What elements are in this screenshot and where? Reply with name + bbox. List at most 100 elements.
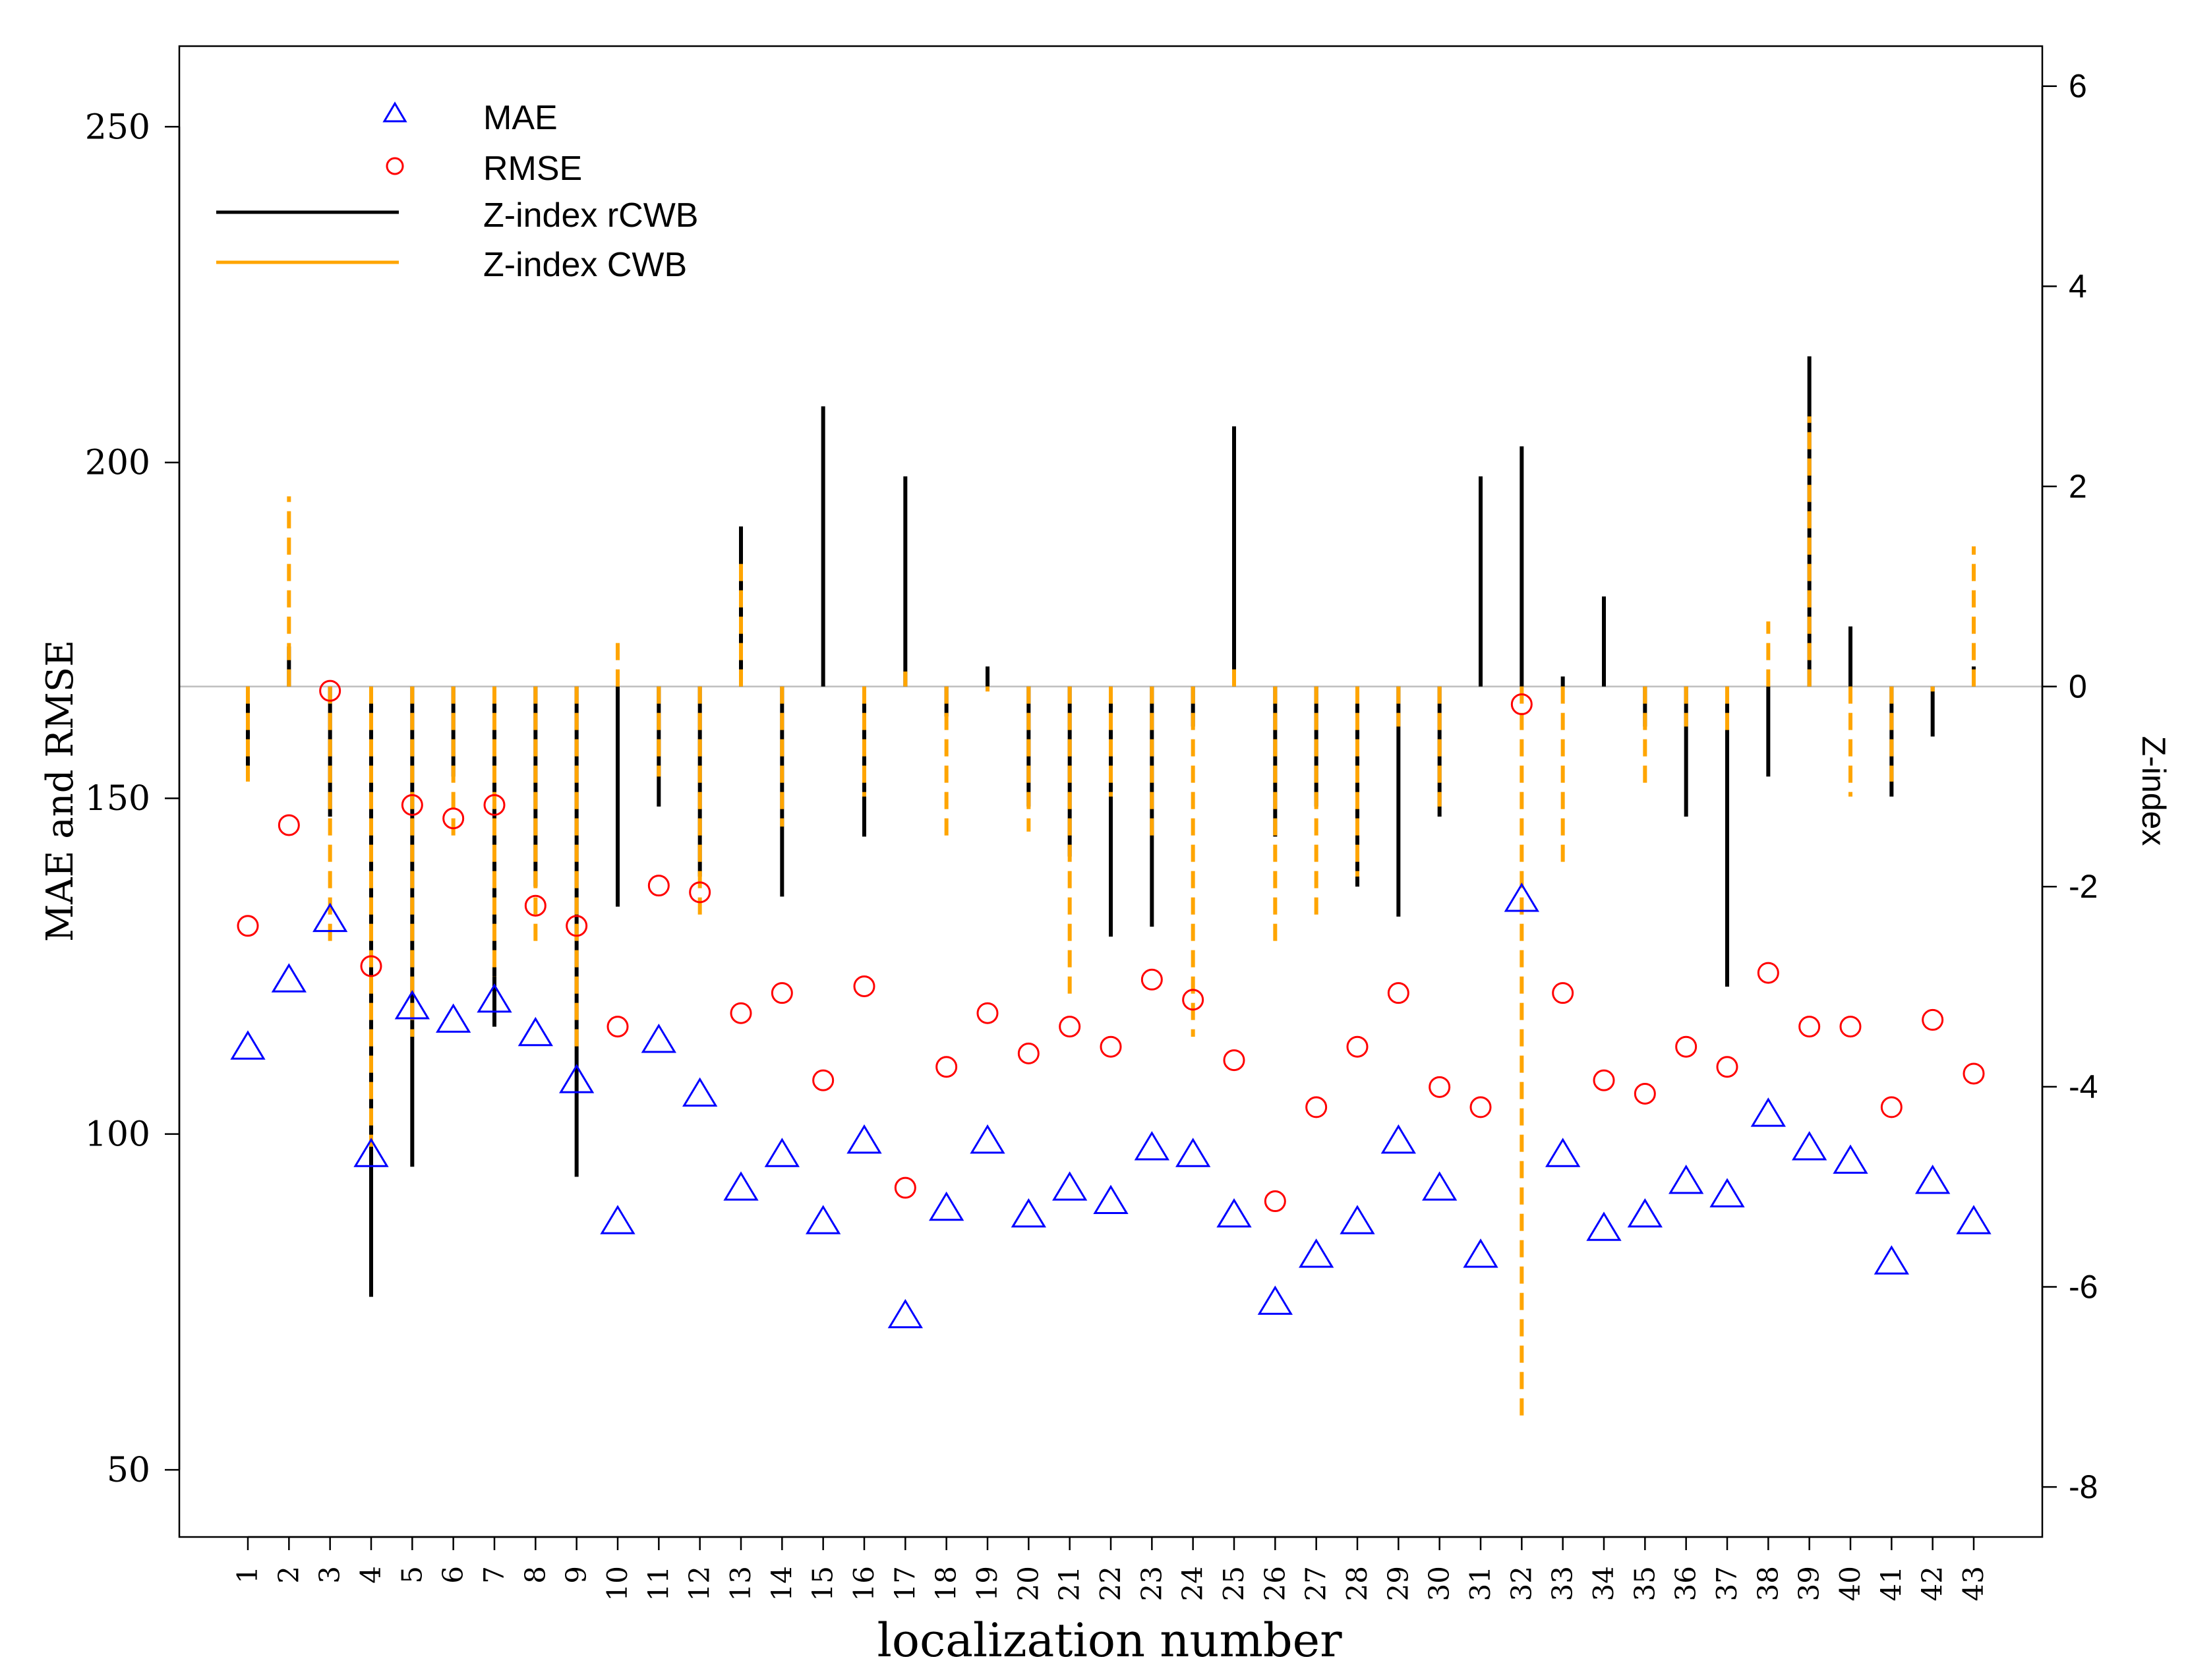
mae-point-41 [1874,1245,1909,1275]
legend-rmse-label: RMSE [483,150,582,188]
mae-point-16 [846,1124,882,1154]
rmse-point-18 [935,1056,958,1078]
x-tick-label: 27 [1300,1566,1332,1601]
x-tick-label: 2 [272,1566,305,1584]
x-tick-label: 18 [930,1566,962,1601]
mae-point-27 [1299,1238,1334,1268]
legend-rcwb-label: Z-index rCWB [483,196,698,235]
x-tick-label: 25 [1218,1566,1250,1601]
x-tick-label: 35 [1628,1566,1661,1601]
mae-point-5 [394,990,430,1020]
rmse-point-11 [647,875,670,897]
rmse-point-14 [771,982,793,1004]
rmse-point-13 [730,1002,752,1024]
x-tick-label: 9 [560,1566,593,1584]
legend-cwb-label: Z-index CWB [483,246,687,284]
mae-point-43 [1956,1205,1992,1234]
mae-point-14 [764,1138,800,1167]
mae-point-13 [723,1171,759,1201]
legend-rmse-marker [386,157,404,175]
rmse-point-2 [278,814,300,836]
mae-point-11 [641,1024,676,1053]
rmse-point-33 [1552,982,1574,1004]
rmse-point-5 [401,794,423,816]
mae-point-21 [1052,1171,1088,1201]
x-tick-label: 37 [1711,1566,1743,1601]
rmse-point-21 [1059,1016,1081,1038]
y-axis-right-label: Z-index [2135,736,2172,846]
rmse-point-15 [812,1069,835,1091]
mae-point-24 [1175,1138,1211,1167]
rmse-point-43 [1963,1062,1985,1085]
rmse-point-3 [319,680,341,702]
rmse-point-7 [483,794,506,816]
mae-point-15 [806,1205,841,1234]
rmse-point-20 [1017,1042,1040,1064]
rmse-point-9 [566,915,588,937]
x-tick-label: 31 [1464,1566,1496,1601]
x-tick-label: 29 [1382,1566,1414,1601]
x-tick-label: 41 [1875,1566,1907,1601]
rmse-point-31 [1469,1096,1492,1118]
mae-point-42 [1915,1165,1951,1194]
z-index-bars [246,356,1976,1417]
y-left-tick-label: 50 [107,1451,150,1490]
x-tick-label: 33 [1547,1566,1579,1601]
mae-point-1 [230,1030,266,1060]
rmse-point-22 [1100,1035,1122,1058]
y-right-tick-label: 4 [2069,268,2087,304]
rmse-point-25 [1223,1049,1245,1072]
legend: MAE RMSE Z-index rCWB Z-index CWB [216,99,698,284]
mae-point-10 [600,1205,635,1234]
x-tick-label: 3 [314,1566,346,1584]
rmse-point-42 [1922,1008,1944,1031]
rmse-point-32 [1510,693,1533,716]
rmse-point-28 [1346,1035,1369,1058]
mae-point-19 [970,1124,1005,1154]
mae-point-8 [517,1016,553,1047]
rmse-point-26 [1264,1190,1286,1213]
rmse-point-40 [1839,1016,1862,1038]
mae-point-7 [477,983,512,1013]
x-tick-label: 40 [1834,1566,1866,1601]
rmse-point-38 [1757,962,1779,984]
y-axis-left-label: MAE and RMSE [39,640,82,942]
rmse-point-39 [1798,1016,1821,1038]
y-right-tick-label: 2 [2069,468,2087,505]
x-tick-label: 39 [1793,1566,1825,1601]
rmse-point-29 [1387,982,1409,1004]
x-tick-label: 38 [1752,1566,1784,1601]
rmse-point-10 [606,1016,629,1038]
mae-point-26 [1257,1285,1293,1315]
x-tick-label: 42 [1916,1566,1949,1601]
x-tick-label: 34 [1587,1566,1620,1601]
x-tick-label: 22 [1094,1566,1127,1601]
mae-point-29 [1380,1124,1416,1154]
rmse-point-12 [689,881,711,904]
rmse-point-1 [237,915,259,937]
x-tick-label: 11 [642,1566,674,1601]
mae-point-38 [1750,1097,1786,1127]
mae-point-34 [1586,1211,1622,1241]
mae-point-35 [1627,1198,1663,1228]
mae-point-17 [887,1298,923,1329]
x-tick-label: 24 [1177,1566,1209,1601]
mae-point-30 [1422,1171,1458,1201]
x-tick-label: 28 [1341,1566,1373,1601]
mae-point-39 [1792,1131,1827,1161]
x-tick-label: 7 [478,1566,510,1584]
x-tick-label: 19 [971,1566,1003,1601]
mae-point-37 [1709,1178,1745,1207]
x-tick-label: 21 [1053,1566,1086,1601]
mae-point-32 [1504,883,1539,912]
rmse-point-6 [442,807,465,830]
x-tick-label: 6 [437,1566,469,1584]
mae-point-4 [353,1138,389,1167]
mae-point-20 [1011,1198,1046,1228]
mae-point-25 [1216,1198,1252,1228]
rmse-point-30 [1429,1076,1451,1098]
rmse-point-8 [524,894,546,917]
mae-point-9 [559,1064,595,1093]
mae-point-36 [1669,1165,1704,1194]
